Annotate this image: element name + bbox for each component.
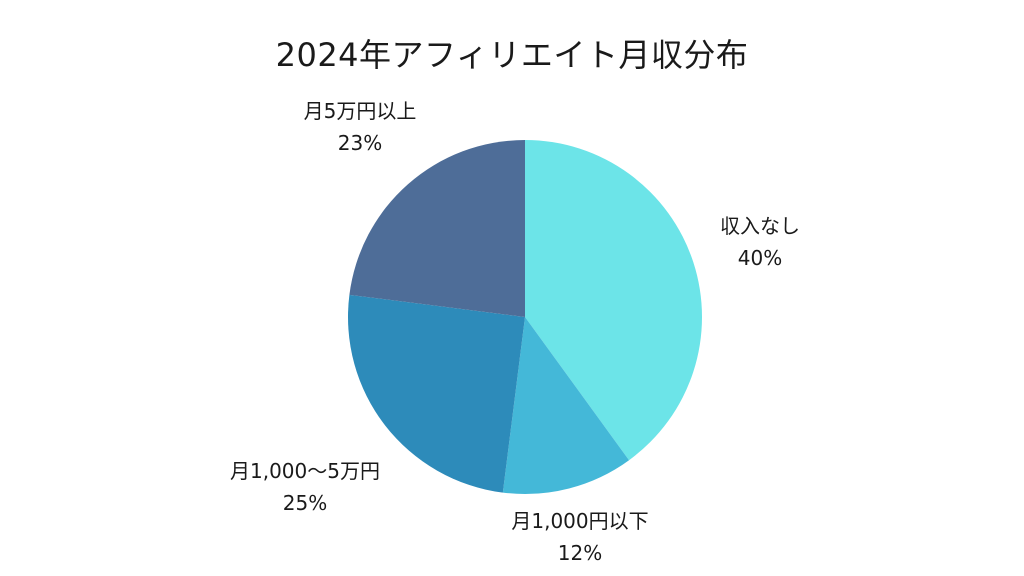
slice-label-percent: 23% bbox=[337, 131, 383, 155]
slice-no-income bbox=[525, 140, 702, 461]
slice-1000-to-50000 bbox=[348, 294, 525, 493]
slice-label-over-50000: 月5万円以上 23% bbox=[275, 95, 445, 159]
slice-under-1000 bbox=[502, 317, 630, 495]
chart-title: 2024年アフィリエイト月収分布 bbox=[275, 36, 749, 74]
slice-label-text: 収入なし bbox=[720, 214, 800, 238]
slice-label-percent: 40% bbox=[737, 246, 783, 270]
slice-label-1000-to-50000: 月1,000～5万円 25% bbox=[200, 455, 410, 519]
slice-over-50000 bbox=[349, 140, 525, 317]
slice-label-text: 月1,000円以下 bbox=[511, 509, 649, 533]
slice-label-percent: 25% bbox=[282, 491, 328, 515]
slice-label-under-1000: 月1,000円以下 12% bbox=[480, 505, 680, 569]
slice-label-text: 月5万円以上 bbox=[303, 99, 417, 123]
slice-label-text: 月1,000～5万円 bbox=[230, 459, 380, 483]
slice-label-percent: 12% bbox=[557, 541, 603, 565]
slice-label-no-income: 収入なし 40% bbox=[700, 210, 820, 274]
